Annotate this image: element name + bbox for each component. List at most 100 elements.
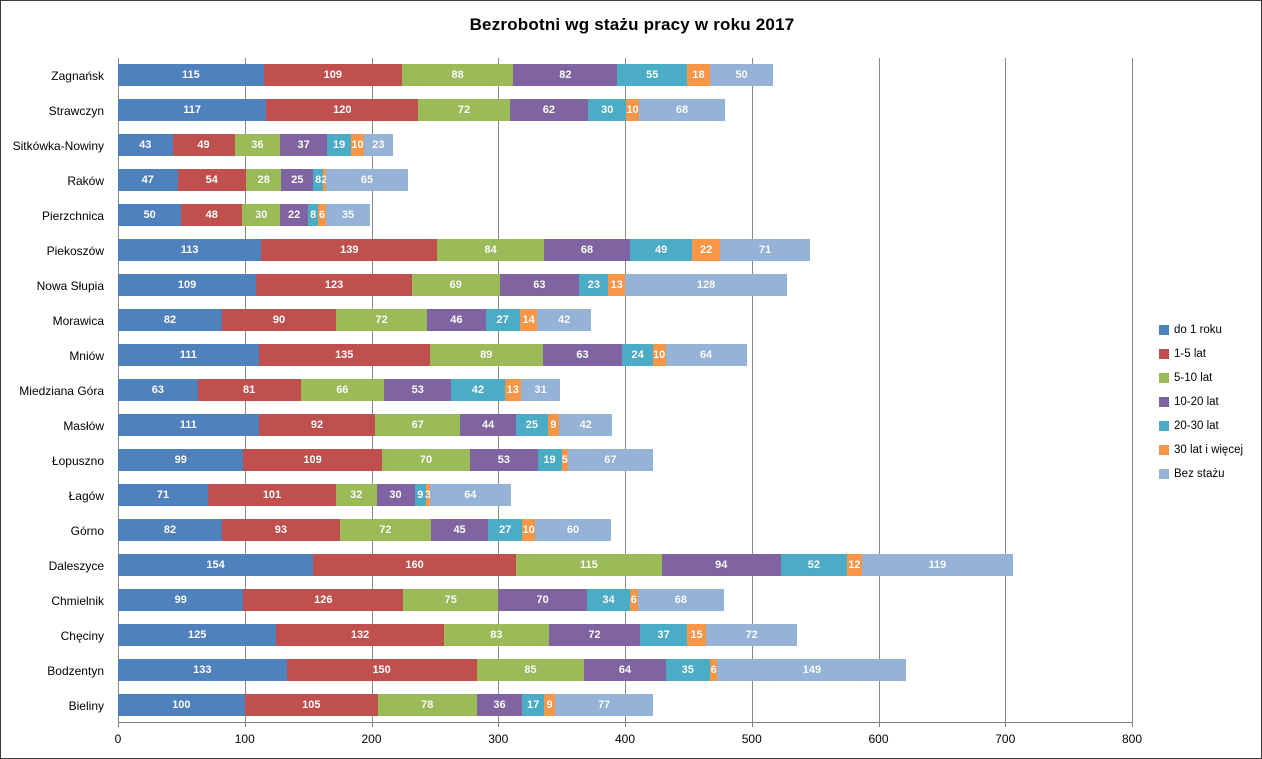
bar-segment: 30 — [242, 204, 281, 227]
bar-value-label: 9 — [546, 698, 553, 711]
bar-segment: 42 — [537, 309, 591, 332]
bar-segment: 37 — [280, 134, 328, 157]
legend-label: 5-10 lat — [1174, 372, 1213, 384]
bar-segment: 99 — [118, 448, 244, 471]
bar-segment: 18 — [687, 64, 710, 87]
stacked-bar: 111 92 67 44 25 9 42 — [118, 414, 1132, 436]
bar-value-label: 72 — [375, 314, 388, 327]
bar-row-14: 154 160 115 94 52 12 119 — [118, 547, 1132, 582]
x-tick-label-200: 200 — [361, 732, 382, 746]
bar-value-label: 19 — [543, 453, 556, 466]
bar-segment: 42 — [559, 414, 613, 436]
bar-segment: 24 — [622, 344, 653, 367]
x-tick-label-800: 800 — [1121, 732, 1143, 746]
bar-segment: 23 — [579, 274, 609, 297]
x-tick-label-0: 0 — [114, 732, 122, 746]
category-label-11: Łopuszno — [51, 453, 104, 468]
category-label-14: Daleszyce — [48, 558, 104, 573]
bar-value-label: 70 — [536, 593, 549, 606]
bar-value-label: 68 — [675, 104, 689, 117]
bar-value-label: 71 — [156, 488, 170, 501]
bar-value-label: 49 — [654, 244, 668, 257]
bar-value-label: 18 — [692, 69, 705, 82]
bar-value-label: 44 — [481, 419, 495, 431]
stacked-bar: 117 120 72 62 30 10 68 — [118, 99, 1132, 122]
bar-segment: 55 — [617, 64, 688, 87]
bar-value-label: 66 — [336, 384, 349, 397]
bar-value-label: 55 — [646, 69, 659, 82]
tickmark-500 — [751, 722, 753, 727]
bar-value-label: 13 — [610, 279, 623, 292]
bar-segment: 133 — [118, 658, 287, 681]
bar-value-label: 72 — [745, 628, 758, 641]
bar-value-label: 64 — [699, 349, 713, 362]
bar-segment: 126 — [243, 588, 404, 611]
bar-value-label: 82 — [163, 314, 177, 327]
bar-segment: 19 — [537, 448, 562, 471]
bar-value-label: 10 — [653, 349, 666, 362]
bar-value-label: 78 — [421, 698, 434, 711]
bar-segment: 100 — [118, 693, 245, 716]
bar-segment: 111 — [118, 414, 259, 436]
bar-value-label: 35 — [681, 663, 694, 676]
bar-segment: 72 — [418, 99, 510, 122]
stacked-bar: 82 93 72 45 27 10 60 — [118, 518, 1132, 541]
gridline-500 — [751, 58, 753, 722]
legend-item-2: 5-10 lat — [1159, 366, 1243, 390]
bar-row-13: 82 93 72 45 27 10 60 — [118, 512, 1132, 547]
category-label-12: Łagów — [68, 488, 104, 503]
bar-segment: 93 — [221, 518, 340, 541]
category-label-4: Pierzchnica — [41, 208, 104, 223]
bar-value-label: 109 — [303, 453, 322, 466]
bar-value-label: 72 — [457, 104, 471, 117]
bar-segment: 105 — [244, 693, 378, 716]
bar-segment: 67 — [567, 448, 653, 471]
bar-value-label: 10 — [351, 139, 364, 152]
legend-label: Bez stażu — [1174, 468, 1225, 480]
bar-row-12: 71 101 32 30 9 3 64 — [118, 477, 1132, 512]
bar-value-label: 37 — [297, 139, 310, 152]
bar-value-label: 6 — [630, 593, 637, 606]
bar-value-label: 111 — [179, 349, 197, 362]
bar-value-label: 109 — [323, 69, 342, 82]
bar-segment: 70 — [498, 588, 587, 611]
bar-segment: 101 — [207, 483, 336, 506]
bar-value-label: 72 — [588, 628, 601, 641]
bar-value-label: 30 — [255, 209, 268, 222]
legend-label: do 1 roku — [1174, 324, 1222, 336]
bar-value-label: 111 — [179, 419, 197, 431]
category-label-1: Strawczyn — [48, 103, 104, 118]
bar-segment: 50 — [118, 204, 182, 227]
bar-segment: 82 — [513, 64, 618, 87]
bar-value-label: 37 — [657, 628, 670, 641]
legend-swatch-icon — [1159, 445, 1169, 455]
bar-segment: 15 — [687, 623, 707, 646]
bar-row-3: 47 54 28 25 8 2 65 — [118, 163, 1132, 198]
category-label-18: Bieliny — [68, 698, 104, 713]
category-label-9: Miedziana Góra — [19, 383, 104, 398]
bar-row-1: 117 120 72 62 30 10 68 — [118, 93, 1132, 128]
bar-segment: 54 — [177, 169, 246, 192]
category-label-2: Sitkówka-Nowiny — [12, 138, 104, 153]
bar-value-label: 63 — [576, 349, 589, 362]
stacked-bar: 63 81 66 53 42 13 31 — [118, 379, 1132, 402]
bar-value-label: 32 — [350, 488, 363, 501]
bar-segment: 13 — [504, 379, 522, 402]
bar-value-label: 22 — [699, 244, 713, 257]
bar-segment: 8 — [313, 169, 324, 192]
bar-value-label: 72 — [379, 523, 392, 536]
x-tick-label-100: 100 — [234, 732, 255, 746]
bar-value-label: 10 — [626, 104, 639, 117]
legend-item-5: 30 lat i więcej — [1159, 438, 1243, 462]
tickmark-0 — [118, 722, 119, 727]
bar-value-label: 3 — [424, 488, 431, 501]
bar-segment: 71 — [720, 239, 810, 262]
stacked-bar: 100 105 78 36 17 9 77 — [118, 693, 1132, 716]
bar-segment: 60 — [534, 518, 612, 541]
bar-value-label: 115 — [579, 558, 598, 571]
bar-segment: 10 — [626, 99, 639, 122]
bar-segment: 30 — [588, 99, 627, 122]
bar-segment: 99 — [118, 588, 244, 611]
stacked-bar: 43 49 36 37 19 10 23 — [118, 134, 1132, 157]
bar-segment: 109 — [118, 274, 257, 297]
